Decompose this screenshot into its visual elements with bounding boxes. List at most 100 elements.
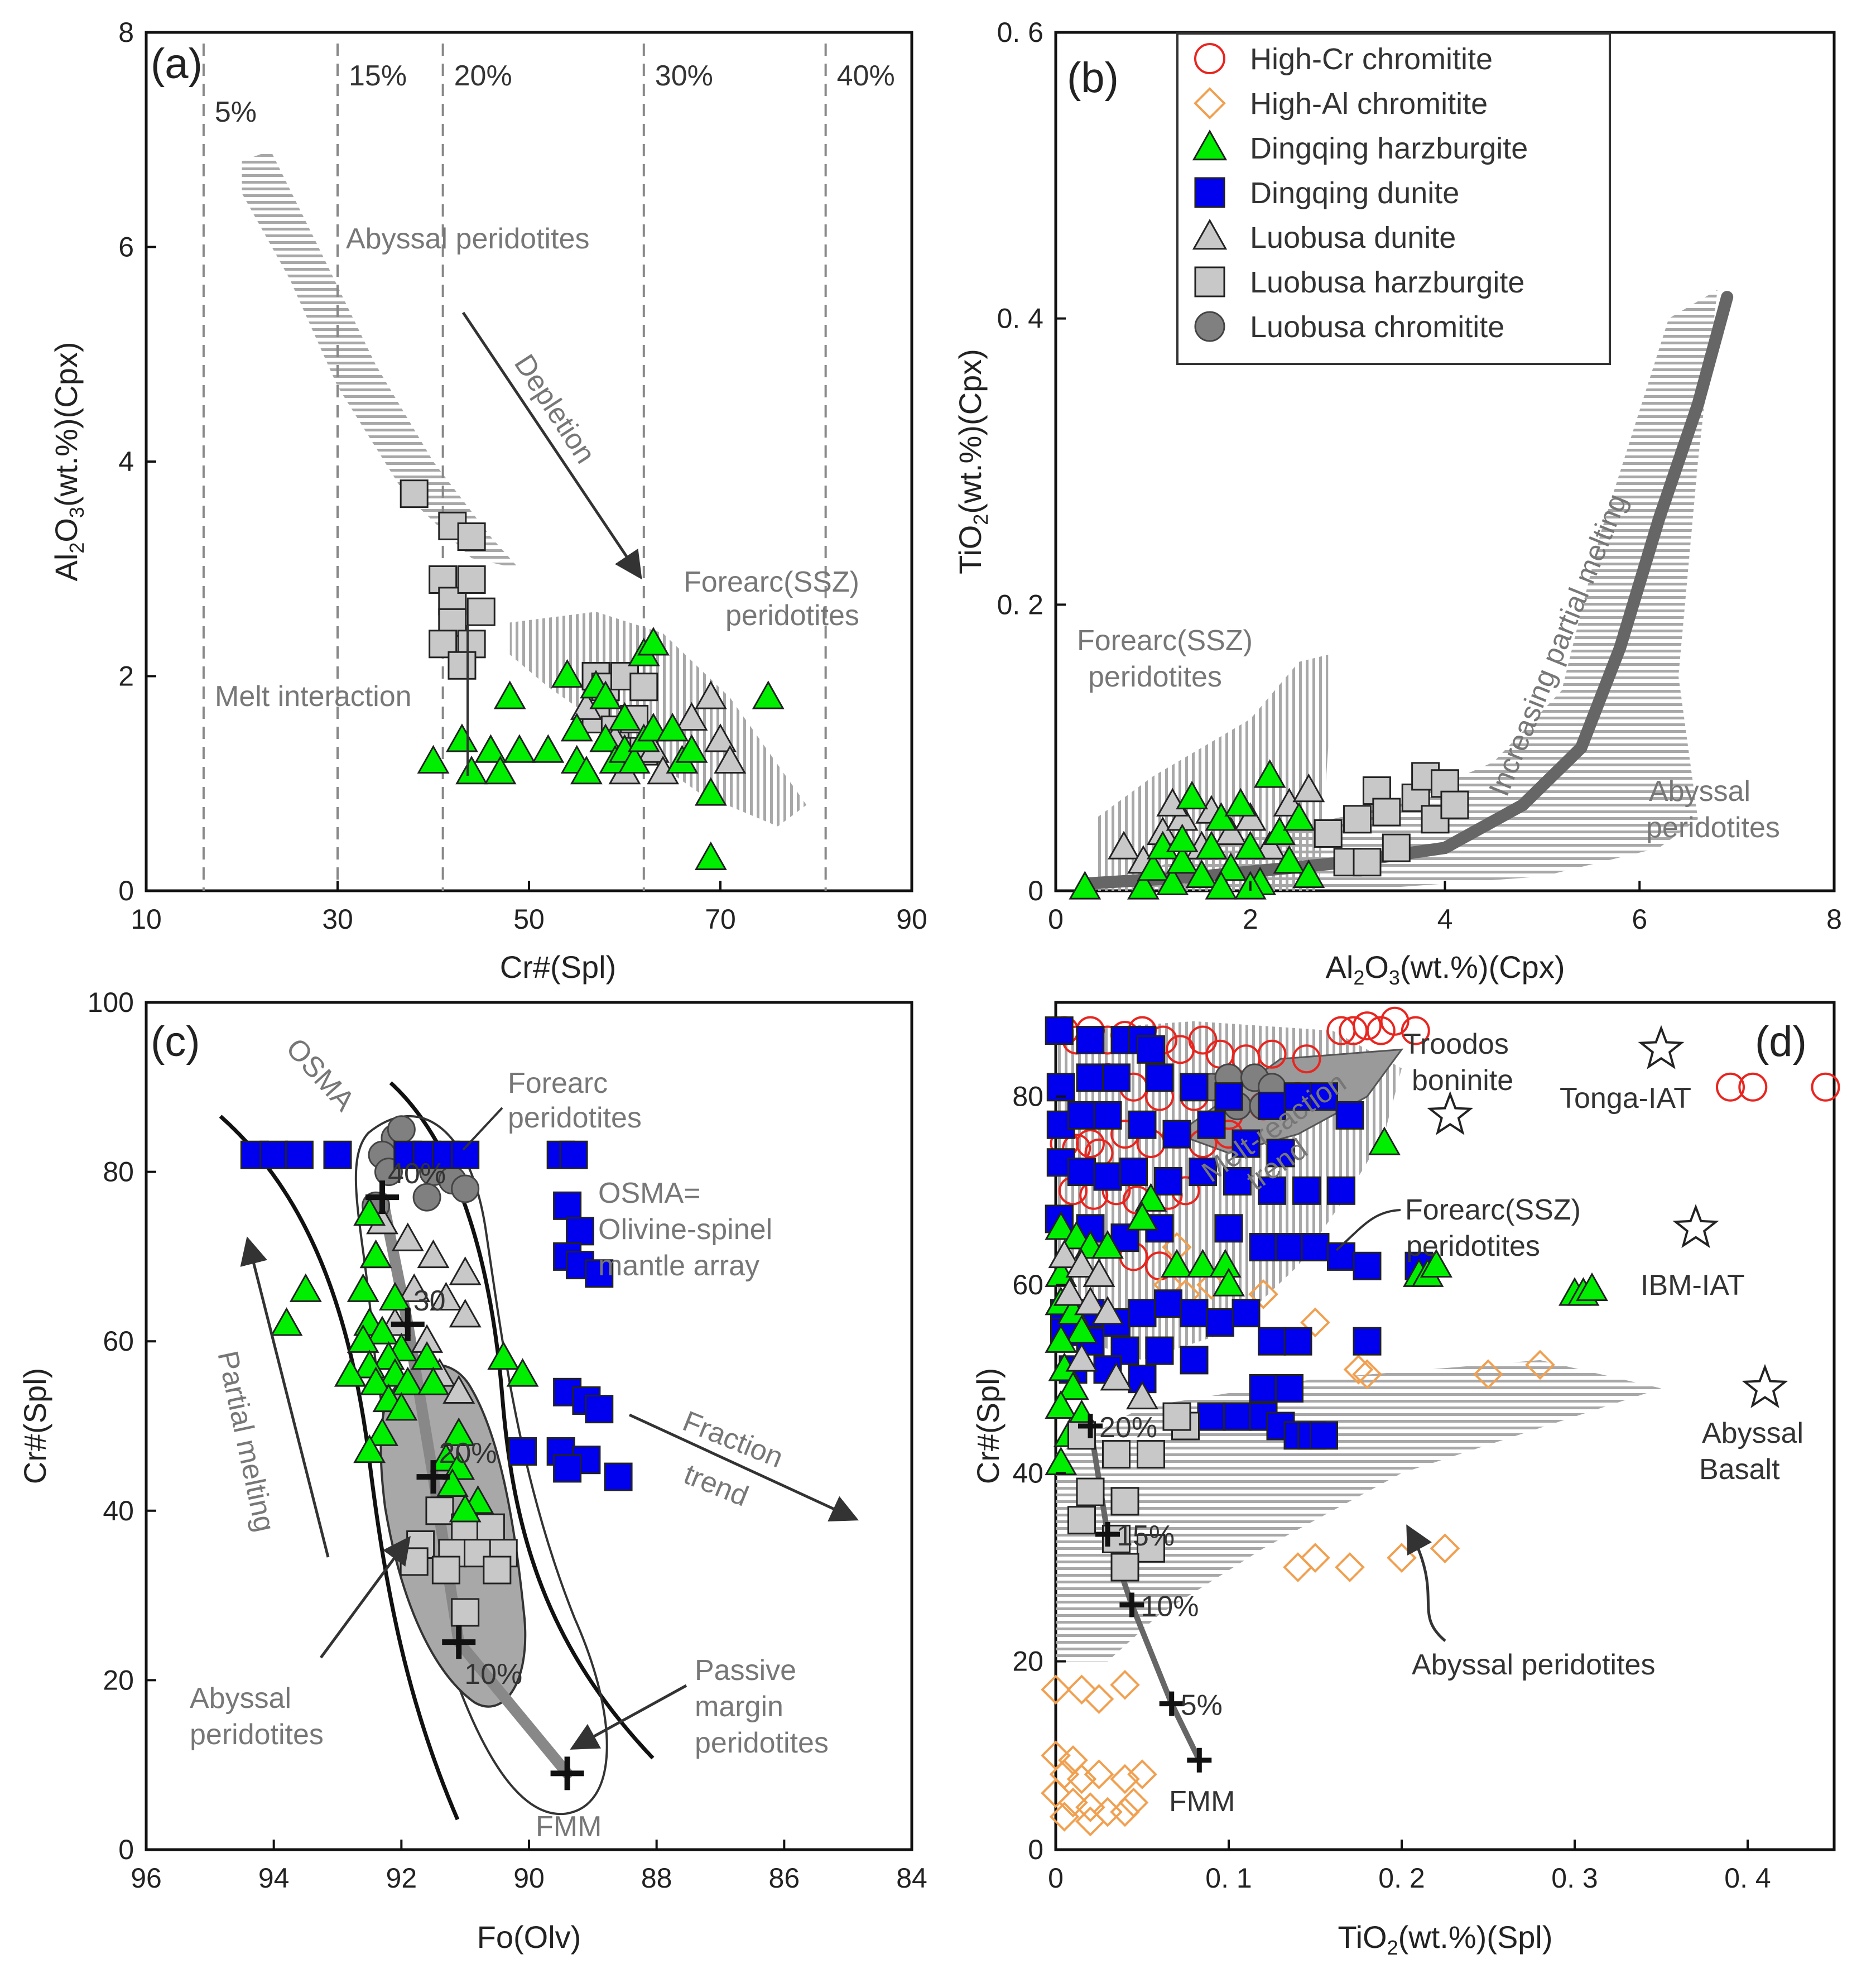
luobusa-harzburgite-point	[1102, 1440, 1131, 1469]
dingqing-dunite-point	[1102, 1063, 1131, 1092]
dingqing-dunite-point	[1067, 1101, 1096, 1130]
star-icon	[1638, 1025, 1685, 1069]
high-cr-chromitite-point	[1076, 1129, 1105, 1158]
dingqing-harzburgite-point	[366, 1316, 399, 1345]
high-al-chromitite-point	[1084, 1684, 1114, 1714]
luobusa-harzburgite-point	[451, 1598, 480, 1627]
fmm-label-d: FMM	[1169, 1785, 1235, 1818]
dingqing-dunite-point	[1145, 1063, 1174, 1092]
high-al-chromitite-point	[1041, 1778, 1071, 1808]
dingqing-harzburgite-point	[1273, 845, 1306, 874]
dingqing-harzburgite-point	[484, 755, 517, 785]
y-tick-label: 2	[118, 661, 134, 692]
dingqing-harzburgite-point	[570, 755, 603, 785]
dingqing-dunite-point	[1258, 1176, 1286, 1205]
dingqing-harzburgite-point	[1253, 759, 1286, 788]
panel-a-xlabel: Cr#(Spl)	[500, 949, 616, 985]
panel-d-xlabel-sub2: 2	[1387, 1936, 1398, 1959]
y-tick-label: 0. 6	[997, 17, 1043, 48]
dingqing-harzburgite-point	[1224, 788, 1257, 817]
melting-mark	[1159, 1691, 1184, 1716]
dingqing-dunite-point	[1145, 1336, 1174, 1365]
dingqing-harzburgite-point	[1161, 1249, 1193, 1278]
luobusa-harzburgite-point	[1110, 1553, 1139, 1582]
x-tick-label: 0	[1048, 1862, 1064, 1894]
legend-label-luobusa-chromitite: Luobusa chromitite	[1250, 310, 1504, 344]
dingqing-dunite-point	[1266, 1139, 1295, 1168]
abyssal-label-b1: Abyssal	[1649, 775, 1750, 808]
y-tick-label: 0	[118, 1834, 134, 1865]
dingqing-harzburgite-point	[1576, 1272, 1608, 1302]
dingqing-harzburgite-point	[474, 734, 507, 763]
dingqing-dunite-point	[1232, 1129, 1261, 1158]
panel-d-points	[1041, 1006, 1840, 1837]
y-tick-label: 100	[88, 987, 134, 1018]
dingqing-dunite-point	[1180, 1073, 1209, 1102]
high-al-chromitite-point	[1058, 1787, 1088, 1818]
high-al-chromitite-point	[1430, 1533, 1460, 1564]
y-tick-label: 80	[103, 1156, 134, 1188]
y-tick-label: 80	[1012, 1081, 1043, 1112]
panel-b-ylabel-sub2: 2	[969, 514, 992, 525]
melting-mark	[1095, 1521, 1120, 1547]
luobusa-harzburgite-point	[629, 673, 658, 702]
dingqing-dunite-point	[1189, 1158, 1217, 1187]
luobusa-harzburgite-point	[425, 1496, 454, 1525]
x-tick-label: 30	[322, 904, 353, 935]
dingqing-harzburgite-point	[359, 1366, 392, 1395]
luobusa-harzburgite-point	[457, 522, 486, 551]
dingqing-harzburgite-point	[506, 1358, 539, 1387]
y-tick-label: 0	[118, 875, 134, 906]
luobusa-harzburgite-point	[431, 1555, 460, 1585]
high-cr-chromitite-point	[1716, 1072, 1745, 1102]
dingqing-harzburgite-point	[1185, 859, 1218, 889]
luobusa-dunite-point	[1100, 1362, 1133, 1391]
luobusa-dunite-point	[714, 745, 747, 774]
x-tick-label: 10	[131, 904, 162, 935]
dingqing-dunite-point	[1353, 1251, 1382, 1280]
luobusa-harzburgite-point	[466, 597, 496, 626]
dingqing-dunite-point	[1119, 1158, 1148, 1187]
dingqing-dunite-point	[1283, 1082, 1312, 1111]
high-cr-chromitite-point	[1292, 1044, 1321, 1074]
dingqing-dunite-point	[1335, 1101, 1364, 1130]
passive-label-2: margin	[695, 1691, 783, 1723]
dingqing-dunite-point	[1214, 1214, 1243, 1243]
partial-melting-arrow	[240, 1236, 330, 1558]
dingqing-harzburgite-point	[1045, 1211, 1078, 1240]
legend-label-high-al-chromitite: High-Al chromitite	[1250, 87, 1488, 121]
panel-d-xlabel-ti: TiO	[1338, 1919, 1387, 1955]
dingqing-harzburgite-point	[1045, 1446, 1078, 1476]
dingqing-harzburgite-point	[270, 1307, 303, 1336]
luobusa-harzburgite-point	[457, 565, 486, 594]
passive-label-1: Passive	[695, 1654, 796, 1687]
abyssal-label-c1: Abyssal	[190, 1682, 291, 1715]
dingqing-dunite-point	[1223, 1166, 1252, 1196]
luobusa-harzburgite-point	[1382, 833, 1411, 862]
panel-a: 5% 15% 20% 30% 40% 10 30 50 70 90 0 2 4 6 8 (a) Abyss…	[49, 17, 927, 985]
dingqing-harzburgite-point	[366, 1417, 399, 1446]
high-cr-chromitite-point	[1353, 1011, 1382, 1041]
dingqing-dunite-point	[1353, 1327, 1382, 1356]
luobusa-harzburgite-point	[1372, 798, 1401, 827]
luobusa-dunite-point	[675, 702, 708, 731]
dingqing-harzburgite-point	[589, 723, 622, 752]
dingqing-harzburgite-point	[436, 1468, 469, 1497]
legend-label-luobusa-harzburgite: Luobusa harzburgite	[1250, 266, 1524, 299]
depletion-arrow	[461, 311, 642, 580]
legend-marker-dingqing-harzburgite	[1192, 129, 1228, 161]
melting-mark	[550, 1756, 584, 1790]
dingqing-harzburgite-point	[417, 745, 450, 774]
dingqing-harzburgite-point	[1292, 859, 1325, 889]
y-tick-label: 4	[118, 446, 134, 477]
dingqing-harzburgite-point	[608, 702, 641, 731]
dingqing-harzburgite-point	[411, 1341, 444, 1370]
high-al-chromitite-point	[1118, 1787, 1149, 1818]
panel-a-ylabel-sub3: 3	[65, 507, 88, 518]
dingqing-harzburgite-point	[1091, 1230, 1124, 1259]
x-tick-label: 0. 2	[1378, 1862, 1425, 1894]
dingqing-dunite-point	[1128, 1299, 1157, 1328]
dingqing-dunite-point	[285, 1140, 314, 1169]
fraction-trend-arrow	[628, 1413, 859, 1521]
